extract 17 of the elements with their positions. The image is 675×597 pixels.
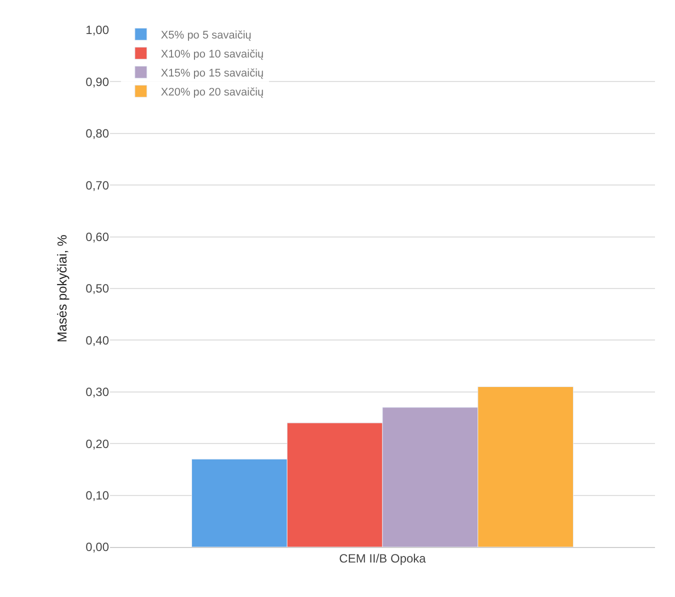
y-tick-label: 0,70: [86, 178, 110, 192]
legend-label: X15% po 15 savaičių: [160, 67, 264, 80]
y-tick-label: 0,50: [86, 282, 110, 296]
legend-label: X20% po 20 savaičių: [160, 86, 264, 98]
legend-label: X5% po 5 savaičių: [160, 29, 252, 42]
y-tick-label: 0,90: [86, 74, 110, 89]
y-tick-label: 0,60: [86, 230, 110, 244]
x-tick-label: CEM II/B Opoka: [339, 551, 426, 566]
legend-label: X10% po 10 savaičių: [160, 48, 264, 60]
y-tick-label: 0,10: [86, 488, 110, 502]
y-tick-label: 0,20: [86, 436, 110, 451]
y-axis-title: Masės pokyčiai, %: [54, 234, 70, 342]
y-tick-label: 0,40: [86, 333, 110, 348]
y-tick-label: 0,80: [86, 126, 110, 141]
y-tick-label: 1,00: [86, 23, 110, 38]
y-tick-label: 0,00: [86, 540, 110, 554]
y-tick-label: 0,30: [86, 385, 110, 400]
